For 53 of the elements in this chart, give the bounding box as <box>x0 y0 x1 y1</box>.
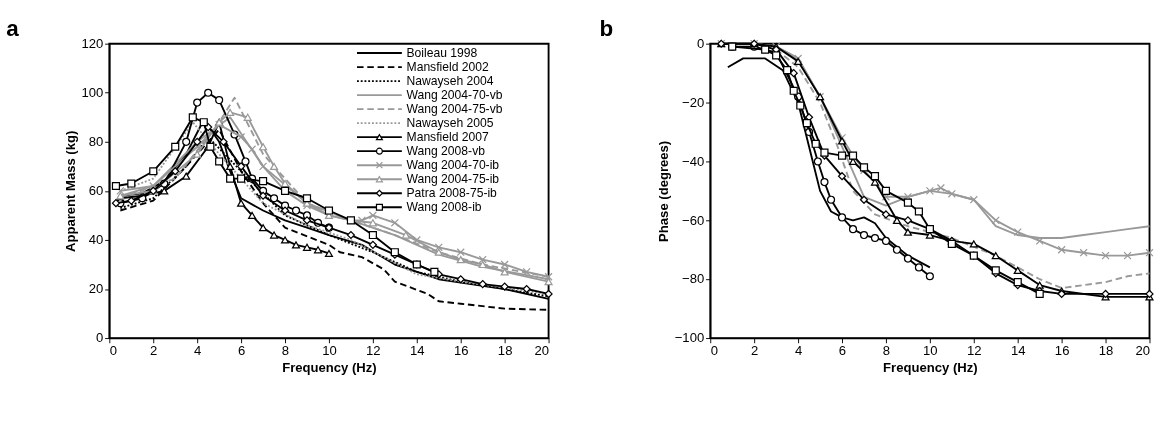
legend-label: Wang 2008-ib <box>406 199 482 214</box>
x-tick-label: 20 <box>534 343 550 359</box>
legend-label: Wang 2004-75-vb <box>406 101 503 116</box>
y-tick-label: 120 <box>81 35 104 51</box>
y-tick-label: −60 <box>682 212 705 228</box>
y-tick-label: 60 <box>88 183 104 199</box>
x-tick-label: 20 <box>1135 343 1150 359</box>
y-tick-label: −100 <box>674 330 705 346</box>
y-tick-label: 100 <box>81 84 104 100</box>
x-tick-label: 2 <box>150 343 158 359</box>
x-tick-label: 8 <box>882 343 891 359</box>
x-tick-label: 16 <box>1054 343 1070 359</box>
legend-label: Wang 2004-75-ib <box>406 171 500 186</box>
x-tick-label: 16 <box>453 343 469 359</box>
y-tick-label: −20 <box>682 94 705 110</box>
x-tick-label: 12 <box>967 343 982 359</box>
x-tick-label: 4 <box>194 343 202 359</box>
y-tick-label: 0 <box>696 35 705 51</box>
x-tick-label: 0 <box>109 343 118 359</box>
legend-label: Nawayseh 2005 <box>406 115 494 130</box>
legend-label: Mansfield 2007 <box>406 129 490 144</box>
y-tick-label: 80 <box>88 134 104 150</box>
x-tick-label: 8 <box>281 343 290 359</box>
x-tick-label: 14 <box>410 343 425 359</box>
x-tick-label: 10 <box>322 343 337 359</box>
y-tick-label: −40 <box>682 153 705 169</box>
legend-label: Nawayseh 2004 <box>406 73 494 88</box>
legend-label: Boileau 1998 <box>406 45 478 60</box>
x-tick-label: 18 <box>1098 343 1114 359</box>
chart-title: a <box>6 16 20 42</box>
y-tick-label: 0 <box>95 330 104 346</box>
legend-label: Mansfield 2002 <box>406 59 490 74</box>
x-axis-title: Frequency (Hz) <box>282 360 377 376</box>
x-tick-label: 14 <box>1010 343 1026 359</box>
x-tick-label: 4 <box>794 343 803 359</box>
x-tick-label: 12 <box>366 343 381 359</box>
x-tick-label: 2 <box>751 343 759 359</box>
x-tick-label: 6 <box>838 343 847 359</box>
y-tick-label: −80 <box>682 271 705 287</box>
x-tick-label: 10 <box>923 343 938 359</box>
y-tick-label: 40 <box>88 232 104 248</box>
y-tick-label: 20 <box>88 281 104 297</box>
x-tick-label: 0 <box>710 343 719 359</box>
legend-label: Patra 2008-75-ib <box>406 185 498 200</box>
x-tick-label: 18 <box>497 343 513 359</box>
x-tick-label: 6 <box>237 343 246 359</box>
legend-label: Wang 2004-70-vb <box>406 87 503 102</box>
legend-label: Wang 2008-vb <box>406 143 486 158</box>
chart-title: b <box>599 16 614 42</box>
y-axis-title: Apparent Mass (kg) <box>62 130 78 253</box>
legend-label: Wang 2004-70-ib <box>406 157 500 172</box>
y-axis-title: Phase (degrees) <box>656 140 672 242</box>
x-axis-title: Frequency (Hz) <box>883 360 978 376</box>
